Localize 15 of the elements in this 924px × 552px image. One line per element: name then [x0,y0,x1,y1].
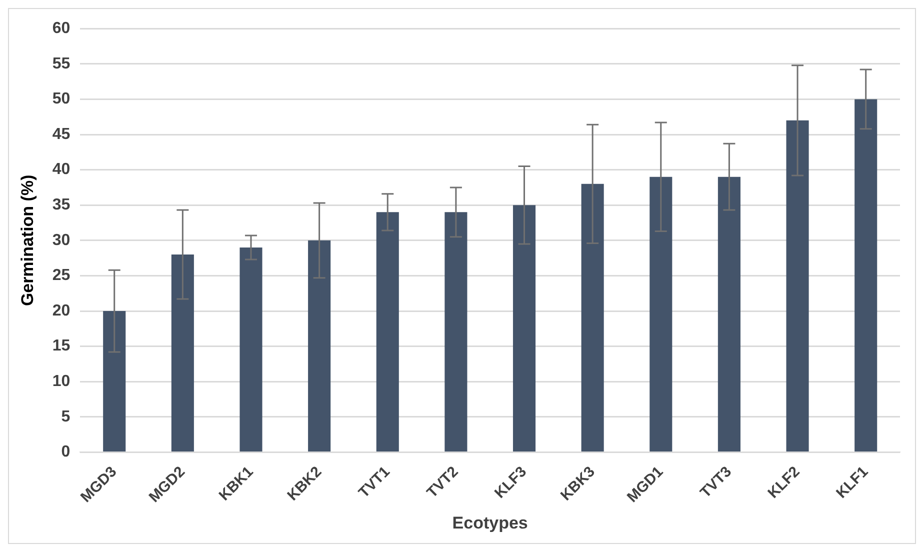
x-axis-title: Ecotypes [452,513,528,532]
y-tick-label: 25 [52,267,70,284]
y-tick-label: 45 [52,126,70,143]
y-tick-label: 40 [52,161,70,178]
y-tick-label: 10 [52,373,70,390]
y-tick-label: 30 [52,232,70,249]
y-axis-title: Germination (%) [18,174,37,306]
y-tick-label: 15 [52,338,70,355]
y-tick-label: 60 [52,20,70,38]
y-tick-label: 0 [61,444,70,461]
y-tick-label: 35 [52,196,70,214]
y-tick-label: 20 [52,302,70,320]
y-tick-label: 5 [61,408,70,426]
y-tick-label: 55 [52,55,70,72]
y-tick-label: 50 [52,90,70,108]
